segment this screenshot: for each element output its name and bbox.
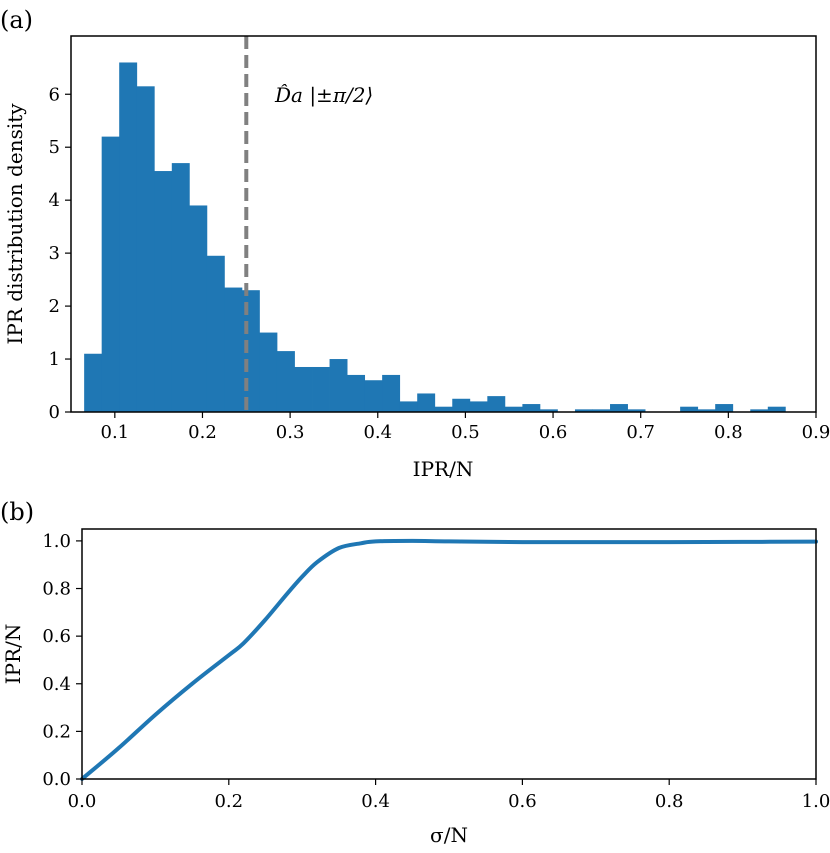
y-tick-label: 0.8 xyxy=(42,579,71,600)
panel-a-y-label: IPR distribution density xyxy=(3,103,27,345)
histogram-panel: (a) D̂a |±π/2⟩ 0.1 0.2 0.3 0.4 0.5 0.6 0.7 0.8 0… xyxy=(0,6,830,481)
y-tick-label: 5 xyxy=(49,137,60,158)
x-tick-label: 0.2 xyxy=(188,422,217,443)
histogram-bar-24 xyxy=(504,406,523,412)
x-tick-label: 0.2 xyxy=(214,791,243,812)
histogram-bar-14 xyxy=(329,359,348,412)
histogram-bar-22 xyxy=(469,401,488,412)
histogram-bar-29 xyxy=(610,404,628,412)
histogram-bar-8 xyxy=(224,287,243,412)
x-tick-label: 0.3 xyxy=(276,422,305,443)
y-tick-label: 0.2 xyxy=(42,721,71,742)
y-tick-label: 3 xyxy=(49,243,60,264)
x-tick-label: 1.0 xyxy=(802,791,830,812)
histogram-bar-30 xyxy=(627,409,646,412)
x-tick-label: 0.4 xyxy=(361,791,390,812)
y-tick-label: 1 xyxy=(49,349,60,370)
panel-b-x-ticks: 0.0 0.2 0.4 0.6 0.8 1.0 xyxy=(68,779,830,812)
histogram-bar-21 xyxy=(452,398,471,412)
y-tick-label: 2 xyxy=(49,296,60,317)
histogram-bar-3 xyxy=(136,86,155,412)
histogram-bar-11 xyxy=(276,351,295,412)
panel-b-label: (b) xyxy=(0,498,34,526)
x-tick-label: 0.7 xyxy=(626,422,655,443)
panel-a-frame xyxy=(70,35,817,413)
x-tick-label: 0.0 xyxy=(68,791,97,812)
x-tick-label: 0.6 xyxy=(508,791,537,812)
x-tick-label: 0.1 xyxy=(101,422,130,443)
y-tick-label: 0.6 xyxy=(42,626,71,647)
histogram-bar-31 xyxy=(680,406,699,412)
y-tick-label: 0.4 xyxy=(42,674,71,695)
panel-a-label: (a) xyxy=(0,6,33,34)
histogram-bar-4 xyxy=(154,171,173,412)
histogram-bar-17 xyxy=(382,374,401,412)
y-tick-label: 1.0 xyxy=(42,531,71,552)
line-panel: (b) 0.0 0.2 0.4 0.6 0.8 1.0 0.0 0.2 0.4 0.6 0.8 1.… xyxy=(0,498,830,847)
panel-b-y-label: IPR/N xyxy=(1,624,25,685)
histogram-bar-23 xyxy=(487,396,506,412)
histogram-bar-6 xyxy=(189,205,208,412)
histogram-bar-35 xyxy=(767,406,786,412)
histogram-bar-32 xyxy=(697,409,716,412)
y-tick-label: 0 xyxy=(49,402,60,423)
y-tick-label: 4 xyxy=(49,190,60,211)
histogram-bar-26 xyxy=(539,409,558,412)
x-tick-label: 0.6 xyxy=(539,422,568,443)
panel-a-x-label: IPR/N xyxy=(413,457,474,481)
histogram-bar-1 xyxy=(101,136,120,412)
histogram-bar-19 xyxy=(417,393,436,412)
histogram-bar-33 xyxy=(715,404,734,412)
panel-b-y-ticks: 0.0 0.2 0.4 0.6 0.8 1.0 xyxy=(42,531,82,790)
panel-b-frame xyxy=(81,528,817,780)
y-tick-label: 6 xyxy=(49,84,60,105)
histogram-bar-20 xyxy=(434,406,453,412)
ipr-curve xyxy=(80,538,818,781)
histogram-bar-13 xyxy=(312,366,330,412)
histogram-bar-10 xyxy=(259,332,278,412)
histogram-bar-15 xyxy=(347,374,366,412)
y-tick-label: 0.0 xyxy=(42,769,71,790)
x-tick-label: 0.8 xyxy=(655,791,684,812)
histogram-bar-7 xyxy=(206,255,225,412)
histogram-bar-28 xyxy=(592,409,611,412)
x-tick-label: 0.4 xyxy=(363,422,392,443)
histogram-bar-5 xyxy=(171,163,190,412)
histogram-bars xyxy=(84,62,786,412)
histogram-bar-2 xyxy=(119,62,138,412)
histogram-bar-16 xyxy=(364,380,383,412)
panel-b-x-label: σ/N xyxy=(430,823,468,847)
x-tick-label: 0.8 xyxy=(714,422,743,443)
histogram-bar-34 xyxy=(750,409,769,412)
vline-annotation: D̂a |±π/2⟩ xyxy=(274,83,373,108)
x-tick-label: 0.5 xyxy=(451,422,480,443)
histogram-bar-25 xyxy=(522,404,541,412)
panel-a-x-ticks: 0.1 0.2 0.3 0.4 0.5 0.6 0.7 0.8 0.9 xyxy=(101,412,830,443)
histogram-bar-0 xyxy=(84,353,103,412)
panel-a-y-ticks: 0 1 2 3 4 5 6 xyxy=(49,84,71,423)
histogram-bar-12 xyxy=(294,366,313,412)
histogram-bar-27 xyxy=(574,409,593,412)
histogram-bar-18 xyxy=(399,401,418,412)
x-tick-label: 0.9 xyxy=(802,422,830,443)
